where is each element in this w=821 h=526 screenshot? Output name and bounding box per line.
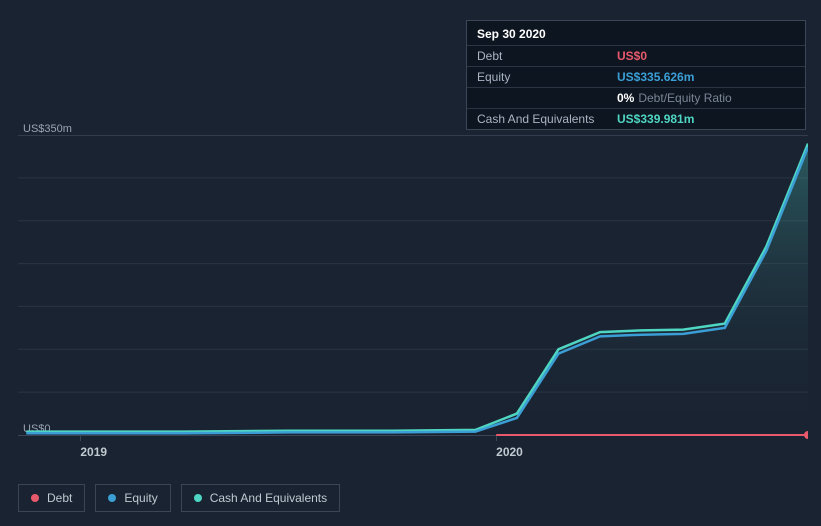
tooltip-row-debt: Debt US$0 [467,45,805,66]
legend-debt-label: Debt [47,491,72,505]
tooltip-equity-label: Equity [477,70,617,84]
legend-equity-label: Equity [124,491,157,505]
chart-tooltip: Sep 30 2020 Debt US$0 Equity US$335.626m… [466,20,806,130]
chart-container: Sep 30 2020 Debt US$0 Equity US$335.626m… [0,0,821,526]
circle-icon [31,494,39,502]
legend-cash-label: Cash And Equivalents [210,491,327,505]
tooltip-equity-value: US$335.626m [617,70,795,84]
legend-item-debt[interactable]: Debt [18,484,85,512]
tooltip-cash-label: Cash And Equivalents [477,112,617,126]
tooltip-row-cash: Cash And Equivalents US$339.981m [467,108,805,129]
legend-item-cash[interactable]: Cash And Equivalents [181,484,340,512]
tooltip-row-equity: Equity US$335.626m [467,66,805,87]
xaxis-tick-label: 2019 [80,445,107,459]
tooltip-ratio-value: 0%Debt/Equity Ratio [617,91,795,105]
yaxis-tick-label: US$350m [23,123,72,135]
tooltip-row-ratio: 0%Debt/Equity Ratio [467,87,805,108]
series-cash-area [26,144,808,435]
chart-legend: Debt Equity Cash And Equivalents [18,484,340,512]
chart-plot[interactable] [18,135,808,443]
xaxis-tick-label: 2020 [496,445,523,459]
legend-item-equity[interactable]: Equity [95,484,170,512]
tooltip-date: Sep 30 2020 [467,21,805,45]
circle-icon [194,494,202,502]
tooltip-debt-label: Debt [477,49,617,63]
tooltip-debt-value: US$0 [617,49,795,63]
circle-icon [108,494,116,502]
tooltip-cash-value: US$339.981m [617,112,795,126]
